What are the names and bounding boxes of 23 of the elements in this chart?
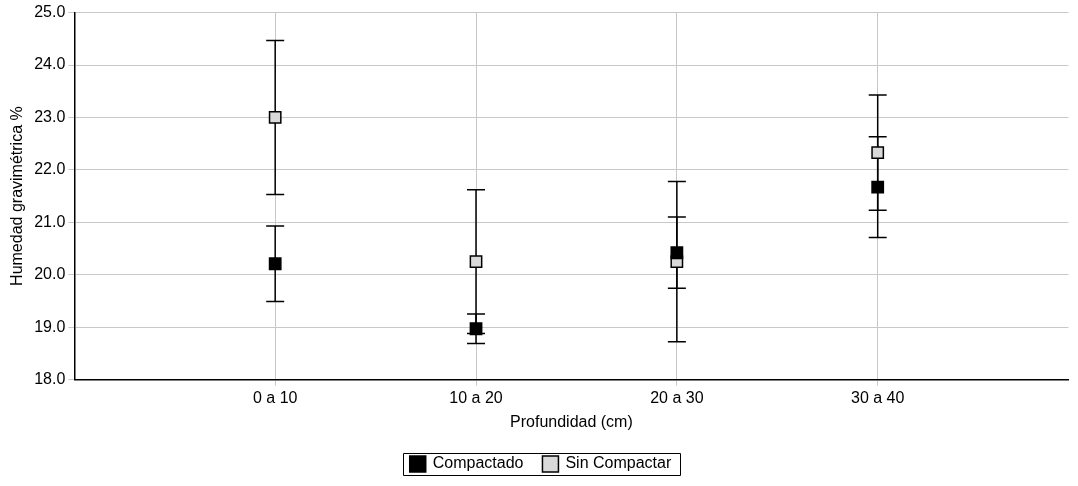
- point: [469, 255, 483, 269]
- x-axis-title: Profundidad (cm): [510, 412, 633, 430]
- y-tick-label: 21.0: [34, 212, 66, 230]
- point: [871, 180, 885, 194]
- y-tick-label: 19.0: [34, 317, 66, 335]
- legend-label: Sin Compactar: [565, 454, 672, 472]
- y-tick-label: 18.0: [34, 370, 66, 388]
- point: [670, 246, 684, 260]
- y-axis-title: Humedad gravimétrica %: [8, 106, 26, 286]
- y-tick-label: 24.0: [34, 55, 66, 73]
- y-tick-label: 23.0: [34, 107, 66, 125]
- legend-label: Compactado: [432, 454, 524, 472]
- point: [268, 111, 282, 124]
- x-tick-label: 20 a 30: [650, 388, 704, 406]
- point: [268, 257, 282, 271]
- x-tick-label: 0 a 10: [252, 388, 298, 406]
- x-tick-label: 30 a 40: [851, 388, 905, 406]
- y-tick-label: 25.0: [34, 3, 66, 21]
- point: [469, 322, 483, 336]
- point: [871, 146, 885, 159]
- x-tick-label: 10 a 20: [449, 388, 503, 406]
- y-tick-label: 22.0: [34, 160, 66, 178]
- y-tick-label: 20.0: [34, 265, 66, 283]
